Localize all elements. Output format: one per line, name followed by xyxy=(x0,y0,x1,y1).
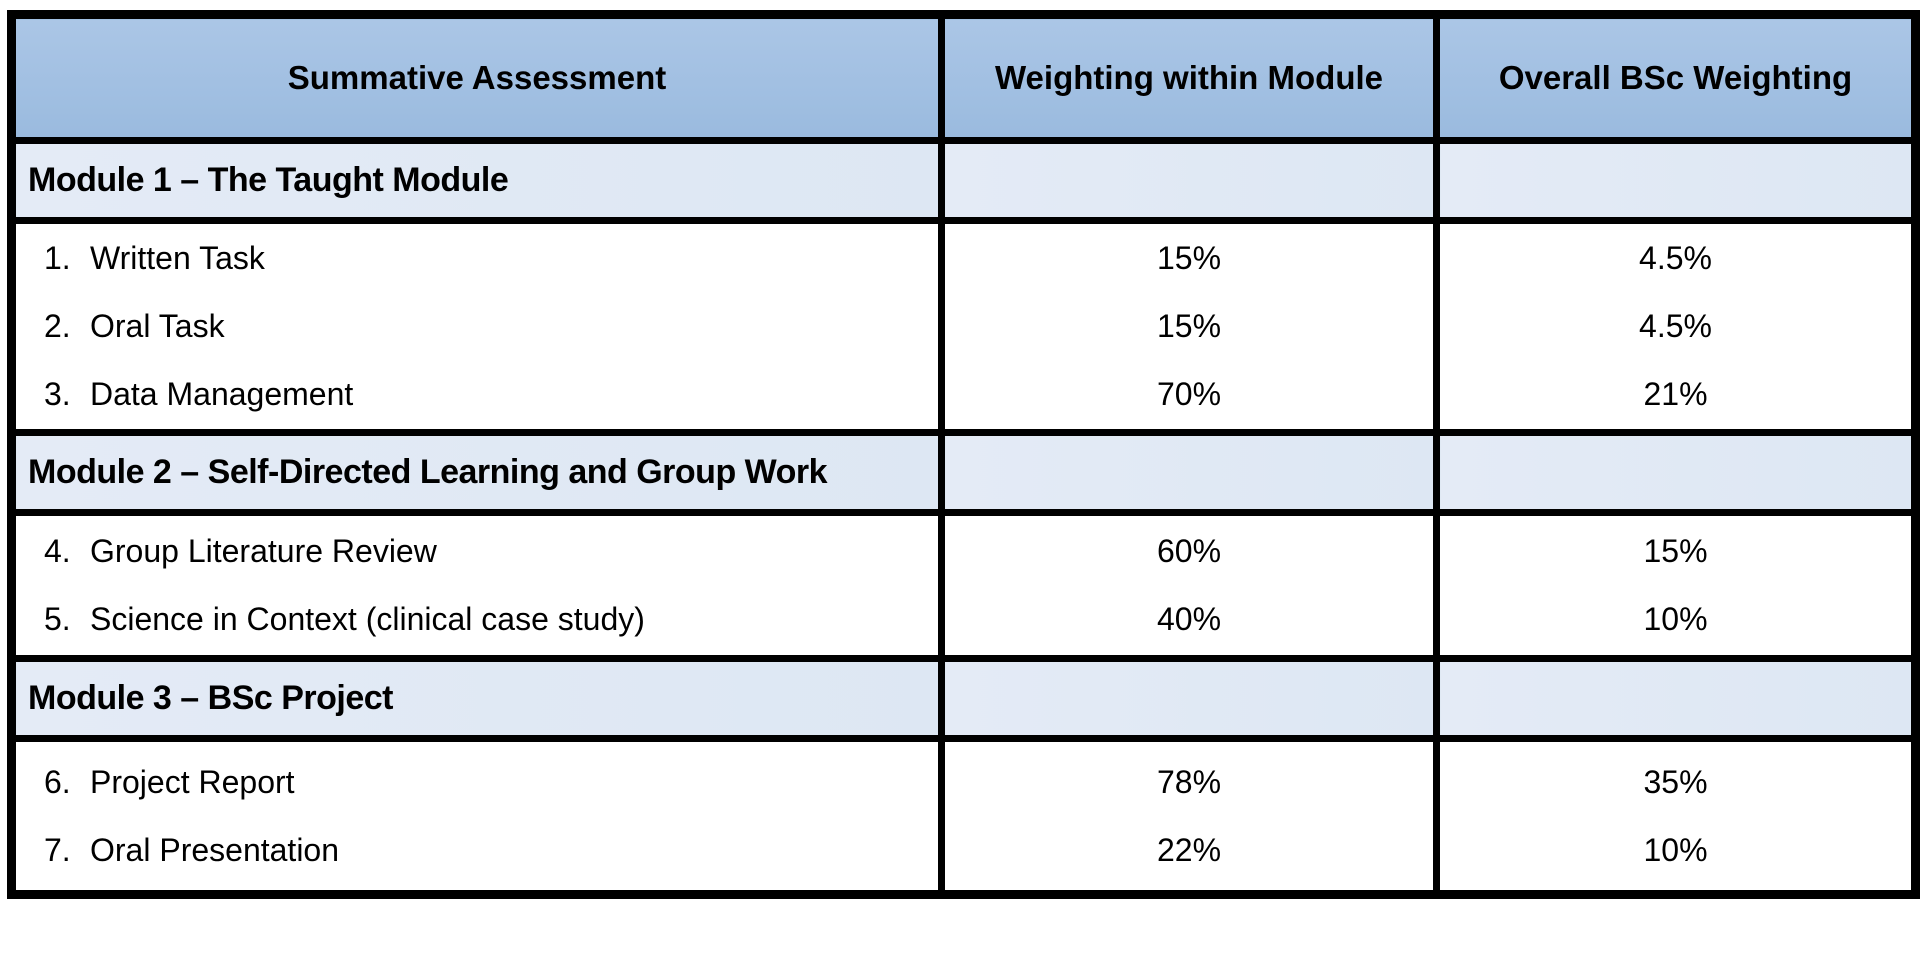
module-1-empty-cell-bsc xyxy=(1433,137,1919,224)
module-weight-value: 60% xyxy=(1156,533,1222,569)
module-2-weighting-cell: 60% 40% xyxy=(938,509,1440,662)
module-3-items-row: 6. Project Report 7. Oral Presentation 7… xyxy=(8,735,1919,898)
item-line-science-in-context: 5. Science in Context (clinical case stu… xyxy=(16,586,938,654)
module-2-title: Module 2 – Self-Directed Learning and Gr… xyxy=(28,453,828,491)
item-label: Group Literature Review xyxy=(90,533,437,569)
module-2-bsc-weighting-cell: 15% 10% xyxy=(1433,509,1919,662)
item-label: Project Report xyxy=(90,763,295,800)
item-label: Oral Presentation xyxy=(90,831,340,868)
module-weight-value: 70% xyxy=(1156,376,1222,412)
header-row: Summative Assessment Weighting within Mo… xyxy=(8,11,1919,144)
col-header-overall-bsc-weighting: Overall BSc Weighting xyxy=(1433,11,1919,144)
item-line-data-management: 3. Data Management xyxy=(16,361,938,429)
module-2-empty-cell-bsc xyxy=(1433,429,1919,516)
module-2-row: Module 2 – Self-Directed Learning and Gr… xyxy=(8,429,1919,516)
module-3-items-cell: 6. Project Report 7. Oral Presentation xyxy=(8,735,945,898)
item-number: 2. xyxy=(44,308,71,344)
bsc-weight-value: 4.5% xyxy=(1639,240,1712,276)
module-weight-value: 22% xyxy=(1156,831,1222,868)
module-weight-value: 15% xyxy=(1156,240,1222,276)
item-number: 5. xyxy=(44,601,71,637)
item-label: Data Management xyxy=(90,376,354,412)
item-line-written-task: 1. Written Task xyxy=(16,225,938,293)
bsc-weight-value: 35% xyxy=(1643,763,1708,800)
bsc-weight-value: 10% xyxy=(1643,601,1708,637)
module-3-row: Module 3 – BSc Project xyxy=(8,655,1919,742)
item-number: 1. xyxy=(44,240,71,276)
item-number: 4. xyxy=(44,533,71,569)
item-line-project-report: 6. Project Report xyxy=(16,748,938,816)
bsc-weight-value: 21% xyxy=(1643,376,1708,412)
module-weight-value: 78% xyxy=(1156,763,1222,800)
module-1-items-row: 1. Written Task 2. Oral Task 3. Data Man… xyxy=(8,217,1919,436)
module-weight-value: 15% xyxy=(1156,308,1222,344)
module-1-items-cell: 1. Written Task 2. Oral Task 3. Data Man… xyxy=(8,217,945,436)
module-1-empty-cell-weighting xyxy=(938,137,1440,224)
module-3-weighting-cell: 78% 22% xyxy=(938,735,1440,898)
bsc-weight-value: 15% xyxy=(1643,533,1708,569)
module-1-row: Module 1 – The Taught Module xyxy=(8,137,1919,224)
item-number: 7. xyxy=(44,831,71,868)
module-3-bsc-weighting-cell: 35% 10% xyxy=(1433,735,1919,898)
module-1-bsc-weighting-cell: 4.5% 4.5% 21% xyxy=(1433,217,1919,436)
item-number: 6. xyxy=(44,763,71,800)
assessment-weighting-table: Summative Assessment Weighting within Mo… xyxy=(7,10,1920,899)
col-header-weighting-within-module: Weighting within Module xyxy=(938,11,1440,144)
module-2-items-row: 4. Group Literature Review 5. Science in… xyxy=(8,509,1919,662)
item-line-oral-task: 2. Oral Task xyxy=(16,293,938,361)
item-label: Science in Context (clinical case study) xyxy=(90,601,645,637)
bsc-weight-value: 4.5% xyxy=(1639,308,1712,344)
item-number: 3. xyxy=(44,376,71,412)
col-header-summative-assessment: Summative Assessment xyxy=(8,11,945,144)
bsc-weight-value: 10% xyxy=(1643,831,1708,868)
item-label: Oral Task xyxy=(90,308,225,344)
item-line-oral-presentation: 7. Oral Presentation xyxy=(16,816,938,884)
module-2-empty-cell-weighting xyxy=(938,429,1440,516)
module-3-empty-cell-weighting xyxy=(938,655,1440,742)
item-label: Written Task xyxy=(90,240,265,276)
module-2-items-cell: 4. Group Literature Review 5. Science in… xyxy=(8,509,945,662)
module-3-empty-cell-bsc xyxy=(1433,655,1919,742)
module-3-title: Module 3 – BSc Project xyxy=(28,679,394,717)
module-weight-value: 40% xyxy=(1156,601,1222,637)
module-1-title: Module 1 – The Taught Module xyxy=(28,161,509,199)
item-line-group-literature-review: 4. Group Literature Review xyxy=(16,518,938,586)
module-1-weighting-cell: 15% 15% 70% xyxy=(938,217,1440,436)
